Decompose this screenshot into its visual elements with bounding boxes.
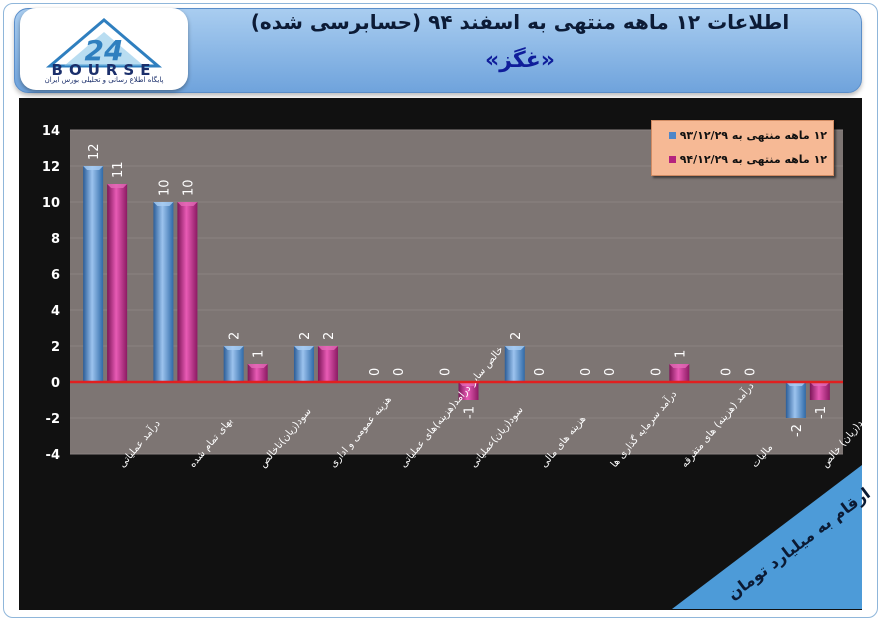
legend-item-series-2: ۱۲ ماهه منتهی به ۹۴/۱۲/۲۹ bbox=[668, 153, 827, 166]
page-subtitle: «غگز» bbox=[485, 48, 555, 73]
logo-number: 24 bbox=[85, 34, 124, 67]
legend-swatch-series-1 bbox=[668, 132, 676, 139]
legend-label-series-2: ۱۲ ماهه منتهی به ۹۴/۱۲/۲۹ bbox=[679, 153, 827, 166]
legend-label-series-1: ۱۲ ماهه منتهی به ۹۳/۱۲/۲۹ bbox=[679, 129, 827, 142]
legend-item-series-1: ۱۲ ماهه منتهی به ۹۳/۱۲/۲۹ bbox=[668, 129, 827, 142]
logo: 24 BOURSE پایگاه اطلاع رسانی و تحلیلی بو… bbox=[20, 8, 188, 90]
legend-swatch-series-2 bbox=[668, 156, 676, 163]
chart-legend: ۱۲ ماهه منتهی به ۹۳/۱۲/۲۹ ۱۲ ماهه منتهی … bbox=[651, 120, 834, 176]
logo-text: BOURSE bbox=[52, 61, 157, 79]
logo-subtitle: پایگاه اطلاع رسانی و تحلیلی بورس ایران bbox=[44, 76, 164, 84]
logo-mark: 24 BOURSE bbox=[45, 18, 163, 79]
page-title: اطلاعات ۱۲ ماهه منتهی به اسفند ۹۴ (حسابر… bbox=[250, 10, 790, 34]
